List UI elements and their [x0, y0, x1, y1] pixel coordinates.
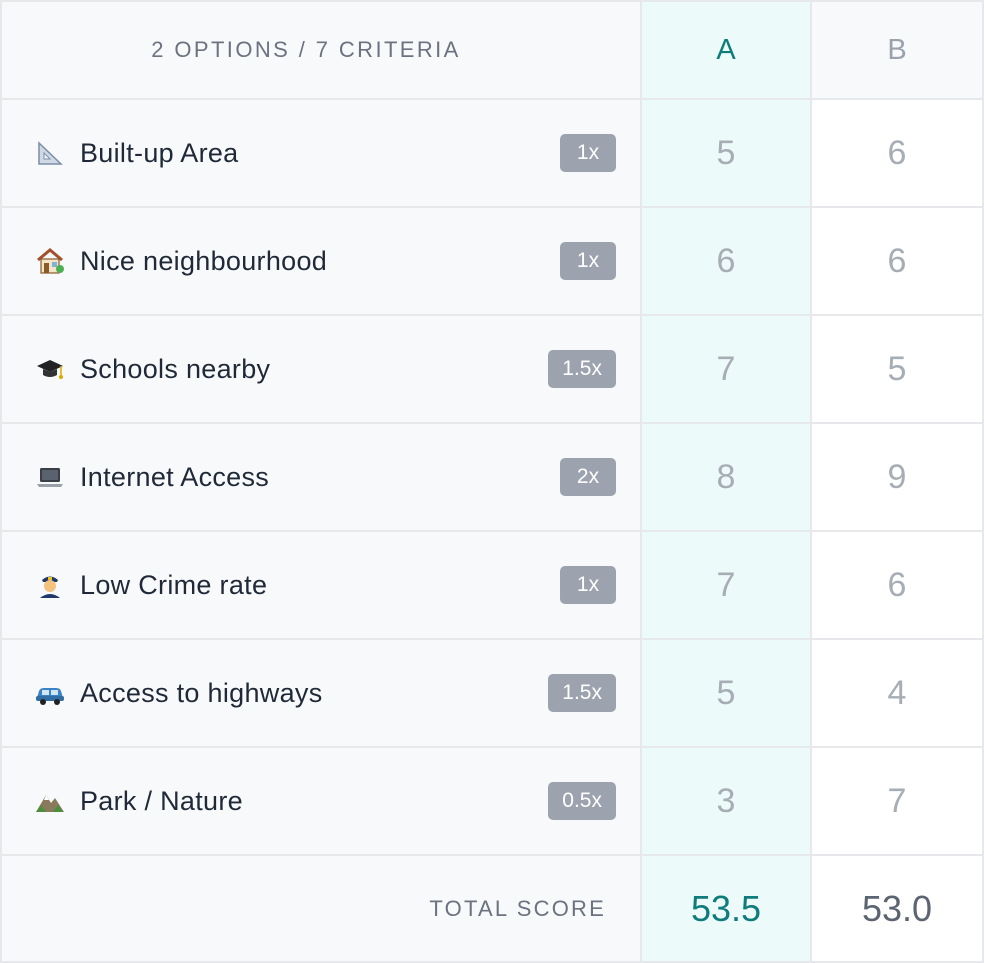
score-cell-a[interactable]: 8: [642, 424, 812, 532]
police-officer-icon: [34, 569, 66, 601]
score-value: 6: [887, 241, 907, 280]
criterion-row-low-crime-rate[interactable]: Low Crime rate 1x: [0, 532, 642, 640]
criterion-row-park-nature[interactable]: Park / Nature 0.5x: [0, 748, 642, 856]
score-value: 3: [716, 781, 736, 820]
score-cell-b[interactable]: 9: [812, 424, 984, 532]
option-label-b: B: [887, 33, 907, 66]
weight-badge[interactable]: 1x: [560, 566, 616, 604]
weight-badge[interactable]: 2x: [560, 458, 616, 496]
criterion-name: Access to highways: [80, 677, 323, 708]
total-score-label: TOTAL SCORE: [429, 895, 606, 921]
total-score-a: 53.5: [642, 856, 812, 963]
options-criteria-count: 2 OPTIONS / 7 CRITERIA: [151, 37, 461, 62]
score-value: 7: [716, 349, 736, 388]
score-cell-b[interactable]: 6: [812, 100, 984, 208]
triangular-ruler-icon: [34, 137, 66, 169]
graduation-cap-icon: [34, 353, 66, 385]
score-cell-b[interactable]: 7: [812, 748, 984, 856]
criterion-row-nice-neighbourhood[interactable]: Nice neighbourhood 1x: [0, 208, 642, 316]
weight-badge[interactable]: 1x: [560, 242, 616, 280]
house-icon: [34, 245, 66, 277]
score-value: 4: [887, 673, 907, 712]
score-cell-a[interactable]: 7: [642, 316, 812, 424]
score-value: 7: [716, 565, 736, 604]
score-cell-b[interactable]: 4: [812, 640, 984, 748]
criterion-name: Internet Access: [80, 461, 270, 492]
score-value: 6: [887, 133, 907, 172]
score-cell-a[interactable]: 3: [642, 748, 812, 856]
criterion-row-access-to-highways[interactable]: Access to highways 1.5x: [0, 640, 642, 748]
option-header-a[interactable]: A: [642, 0, 812, 100]
matrix-summary-header: 2 OPTIONS / 7 CRITERIA: [0, 0, 642, 100]
mountain-icon: [34, 785, 66, 817]
laptop-icon: [34, 461, 66, 493]
score-cell-a[interactable]: 5: [642, 640, 812, 748]
score-cell-a[interactable]: 5: [642, 100, 812, 208]
option-label-a: A: [716, 33, 736, 66]
weight-badge[interactable]: 1.5x: [548, 350, 616, 388]
car-icon: [34, 677, 66, 709]
score-value: 6: [887, 565, 907, 604]
score-value: 9: [887, 457, 907, 496]
criterion-name: Built-up Area: [80, 137, 239, 168]
total-score-value-a: 53.5: [690, 887, 762, 929]
criterion-row-schools-nearby[interactable]: Schools nearby 1.5x: [0, 316, 642, 424]
total-score-b: 53.0: [812, 856, 984, 963]
option-header-b[interactable]: B: [812, 0, 984, 100]
score-cell-a[interactable]: 7: [642, 532, 812, 640]
criterion-row-built-up-area[interactable]: Built-up Area 1x: [0, 100, 642, 208]
score-value: 7: [887, 781, 907, 820]
score-cell-b[interactable]: 5: [812, 316, 984, 424]
score-value: 5: [716, 673, 736, 712]
total-score-label-cell: TOTAL SCORE: [0, 856, 642, 963]
score-value: 8: [716, 457, 736, 496]
criterion-name: Schools nearby: [80, 353, 271, 384]
weight-badge[interactable]: 0.5x: [548, 782, 616, 820]
weight-badge[interactable]: 1x: [560, 134, 616, 172]
score-value: 5: [716, 133, 736, 172]
score-value: 6: [716, 241, 736, 280]
criterion-name: Park / Nature: [80, 785, 243, 816]
total-score-value-b: 53.0: [861, 887, 933, 929]
criterion-row-internet-access[interactable]: Internet Access 2x: [0, 424, 642, 532]
score-cell-a[interactable]: 6: [642, 208, 812, 316]
criterion-name: Nice neighbourhood: [80, 245, 328, 276]
score-cell-b[interactable]: 6: [812, 532, 984, 640]
score-cell-b[interactable]: 6: [812, 208, 984, 316]
score-value: 5: [887, 349, 907, 388]
criterion-name: Low Crime rate: [80, 569, 268, 600]
weight-badge[interactable]: 1.5x: [548, 674, 616, 712]
